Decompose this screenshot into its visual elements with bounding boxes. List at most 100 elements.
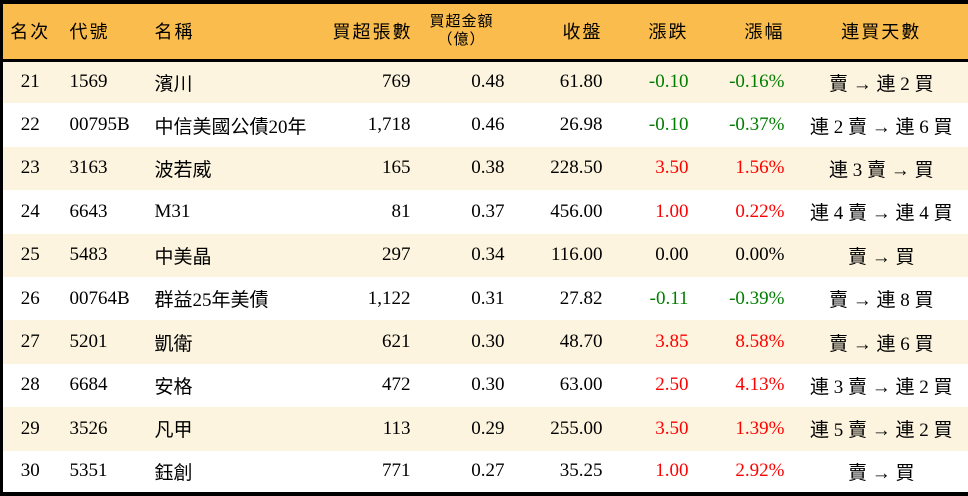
cell-code: 1569 [69,71,108,93]
cell-rank: 27 [20,331,40,353]
cell-close: 255.00 [550,417,603,439]
cell-streak: 賣 → 買 [847,462,915,484]
header-cell-amount: 買超金額 （億） [418,2,517,62]
cell-amount: 0.29 [471,417,505,439]
cell-streak: 賣 → 買 [847,246,915,268]
cell-streak: 賣 → 連 2 買 [828,73,934,95]
cell-volume: 113 [382,417,411,439]
cell-volume: 621 [382,331,411,353]
table-header: 名次 代號 名稱 買超張數 買超金額 （億） 收盤 漲跌 漲幅 連買天數 [1,2,968,62]
cell-volume: 81 [391,200,411,222]
table-body: 21 1569 濱川 769 0.48 61.80 -0.10 -0.16% 賣… [1,60,968,494]
cell-rank: 29 [20,417,40,439]
cell-streak: 連 5 賣 → 連 2 買 [809,420,953,442]
cell-change-pct: 2.92% [735,460,785,482]
cell-streak: 賣 → 連 6 買 [828,333,934,355]
cell-code: 5483 [69,244,108,266]
cell-close: 456.00 [550,200,603,222]
cell-change-pct: 8.58% [735,331,785,353]
cell-volume: 165 [382,157,411,179]
cell-close: 116.00 [550,244,603,266]
cell-change-pct: -0.37% [729,114,785,136]
cell-name: 凱衛 [154,333,193,355]
cell-change-pct: 0.22% [735,200,785,222]
cell-amount: 0.46 [471,114,505,136]
cell-volume: 472 [382,374,411,396]
cell-amount: 0.38 [471,157,505,179]
cell-volume: 769 [382,71,411,93]
cell-rank: 28 [20,374,40,396]
header-cell-streak: 連買天數 [794,2,968,62]
cell-streak: 連 4 賣 → 連 4 買 [809,203,953,225]
cell-change: 3.85 [655,331,689,353]
cell-name: 濱川 [154,73,193,95]
cell-change-pct: 0.00% [735,244,785,266]
cell-rank: 25 [20,244,40,266]
cell-name: M31 [154,200,191,222]
cell-change-pct: 1.56% [735,157,785,179]
cell-change-pct: -0.16% [729,71,785,93]
cell-streak: 連 3 賣 → 買 [828,159,934,181]
cell-close: 48.70 [559,331,603,353]
cell-amount: 0.31 [471,287,505,309]
cell-change: 1.00 [655,460,689,482]
cell-code: 00764B [69,287,130,309]
cell-change: -0.11 [649,287,689,309]
cell-rank: 26 [20,287,40,309]
cell-change-pct: 1.39% [735,417,785,439]
table-row: 27 5201 凱衛 621 0.30 48.70 3.85 8.58% 賣 →… [1,320,968,364]
cell-change-pct: 4.13% [735,374,785,396]
cell-close: 26.98 [559,114,603,136]
header-cell-code: 代號 [57,2,143,62]
cell-code: 6684 [69,374,108,396]
cell-code: 5201 [69,331,108,353]
table-row: 21 1569 濱川 769 0.48 61.80 -0.10 -0.16% 賣… [1,60,968,104]
cell-close: 63.00 [559,374,603,396]
cell-change-pct: -0.39% [729,287,785,309]
cell-code: 00795B [69,114,130,136]
header-cell-change-pct: 漲幅 [702,2,795,62]
cell-name: 凡甲 [154,420,193,442]
header-cell-name: 名稱 [142,2,333,62]
cell-amount: 0.48 [471,71,505,93]
cell-rank: 30 [20,460,40,482]
cell-name: 安格 [154,376,193,398]
cell-change: 0.00 [655,244,689,266]
header-amount-line1: 買超金額 [429,13,494,30]
cell-code: 6643 [69,200,108,222]
cell-rank: 24 [20,200,40,222]
table-row: 30 5351 鈺創 771 0.27 35.25 1.00 2.92% 賣 →… [1,450,968,494]
header-amount-line2: （億） [437,32,486,49]
table-row: 22 00795B 中信美國公債20年 1,718 0.46 26.98 -0.… [1,103,968,147]
table-row: 23 3163 波若威 165 0.38 228.50 3.50 1.56% 連… [1,146,968,191]
cell-streak: 連 2 賣 → 連 6 買 [809,116,953,138]
table-row: 28 6684 安格 472 0.30 63.00 2.50 4.13% 連 3… [1,363,968,408]
cell-volume: 1,718 [367,114,411,136]
cell-volume: 297 [382,244,411,266]
cell-volume: 771 [382,460,411,482]
cell-close: 228.50 [550,157,603,179]
cell-name: 鈺創 [154,462,193,484]
cell-volume: 1,122 [367,287,411,309]
cell-amount: 0.30 [471,331,505,353]
cell-change: 3.50 [655,417,689,439]
header-cell-change: 漲跌 [612,2,703,62]
header-cell-volume: 買超張數 [332,2,419,62]
header-cell-close: 收盤 [516,2,613,62]
cell-rank: 23 [20,157,40,179]
table-row: 26 00764B 群益25年美債 1,122 0.31 27.82 -0.11… [1,276,968,321]
cell-change: 3.50 [655,157,689,179]
cell-name: 群益25年美債 [154,290,269,312]
cell-rank: 21 [20,71,40,93]
cell-name: 波若威 [154,159,212,181]
cell-name: 中美晶 [154,246,212,268]
cell-amount: 0.34 [471,244,505,266]
cell-change: -0.10 [648,71,689,93]
cell-streak: 賣 → 連 8 買 [828,290,934,312]
cell-change: 1.00 [655,200,689,222]
cell-close: 27.82 [559,287,603,309]
header-row: 名次 代號 名稱 買超張數 買超金額 （億） 收盤 漲跌 漲幅 連買天數 [1,2,968,62]
cell-amount: 0.27 [471,460,505,482]
header-cell-rank: 名次 [1,2,58,62]
